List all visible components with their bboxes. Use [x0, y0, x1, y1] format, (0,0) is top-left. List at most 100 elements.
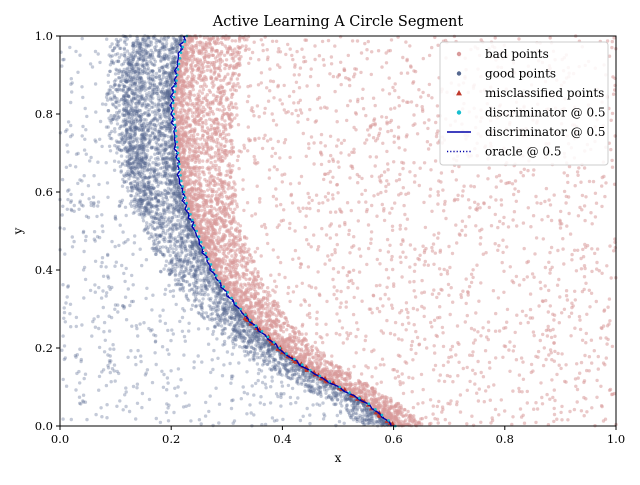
bad-point [409, 100, 414, 104]
bad-point [477, 299, 481, 303]
bad-point [396, 125, 401, 129]
good-point [167, 76, 171, 81]
good-point [298, 418, 303, 423]
good-point [133, 44, 137, 49]
good-point [267, 355, 271, 359]
good-point [123, 103, 127, 107]
good-point [85, 417, 89, 422]
bad-point [584, 331, 588, 336]
good-point [334, 402, 338, 406]
good-point [169, 338, 173, 343]
bad-point [553, 334, 557, 338]
good-point [180, 315, 185, 320]
good-point [175, 50, 179, 54]
good-point [194, 255, 199, 259]
bad-point [479, 420, 483, 424]
good-point [92, 317, 96, 321]
good-point [278, 354, 282, 359]
bad-point [308, 107, 312, 112]
bad-point [546, 310, 550, 314]
good-point [152, 83, 157, 88]
bad-point [323, 172, 328, 176]
good-point [148, 99, 153, 103]
good-point [207, 284, 212, 288]
good-point [259, 345, 264, 349]
bad-point [331, 277, 335, 282]
good-point [81, 204, 85, 208]
good-point [108, 149, 113, 153]
bad-point [598, 336, 603, 340]
bad-point [333, 250, 337, 255]
bad-point [310, 198, 314, 203]
bad-point [352, 244, 356, 248]
bad-point [364, 364, 368, 368]
good-point [109, 114, 113, 118]
good-point [176, 277, 180, 282]
good-point [308, 388, 312, 392]
bad-point [482, 201, 486, 205]
good-point [93, 259, 98, 263]
good-point [172, 46, 176, 50]
bad-point [497, 243, 501, 248]
good-point [104, 161, 108, 165]
good-point [221, 306, 225, 310]
good-point [178, 288, 182, 292]
good-point [119, 46, 123, 50]
good-point [215, 293, 219, 297]
good-point [148, 168, 153, 172]
good-point [234, 314, 238, 318]
good-point [107, 144, 112, 148]
bad-point [253, 138, 257, 142]
bad-point [312, 233, 316, 237]
good-point [191, 235, 195, 239]
bad-point [525, 275, 529, 279]
good-point [165, 166, 169, 171]
bad-point [362, 347, 366, 352]
good-point [138, 247, 142, 251]
good-point [143, 162, 148, 166]
bad-point [263, 133, 267, 137]
bad-point [546, 327, 550, 332]
bad-point [271, 288, 275, 292]
bad-point [275, 167, 279, 172]
bad-point [290, 201, 295, 205]
good-point [154, 160, 158, 164]
good-point [112, 347, 116, 351]
good-point [171, 36, 175, 40]
good-point [160, 95, 165, 100]
good-point [147, 397, 152, 402]
good-point [223, 320, 227, 324]
good-point [302, 378, 306, 383]
good-point [124, 266, 128, 271]
good-point [197, 251, 201, 255]
bad-point [360, 96, 365, 101]
bad-point [421, 387, 425, 392]
good-point [297, 375, 301, 379]
bad-point [400, 275, 404, 279]
bad-point [191, 60, 195, 64]
good-point [246, 323, 250, 327]
bad-point [351, 312, 356, 317]
bad-point [502, 215, 506, 220]
bad-point [388, 331, 393, 336]
bad-point [575, 400, 579, 404]
good-point [107, 91, 112, 96]
bad-point [449, 355, 454, 359]
good-point [294, 400, 298, 405]
bad-point [294, 108, 298, 113]
bad-point [534, 401, 538, 405]
bad-point [432, 344, 436, 348]
bad-point [572, 248, 577, 252]
bad-point [411, 405, 416, 410]
bad-point [363, 188, 368, 193]
good-point [158, 82, 163, 86]
bad-point [426, 126, 430, 131]
bad-point [293, 63, 297, 67]
good-point [129, 171, 133, 175]
good-point [355, 408, 359, 412]
good-point [144, 176, 148, 180]
good-point [170, 151, 174, 155]
good-point [100, 144, 104, 149]
good-point [164, 38, 169, 42]
bad-point [335, 183, 339, 187]
